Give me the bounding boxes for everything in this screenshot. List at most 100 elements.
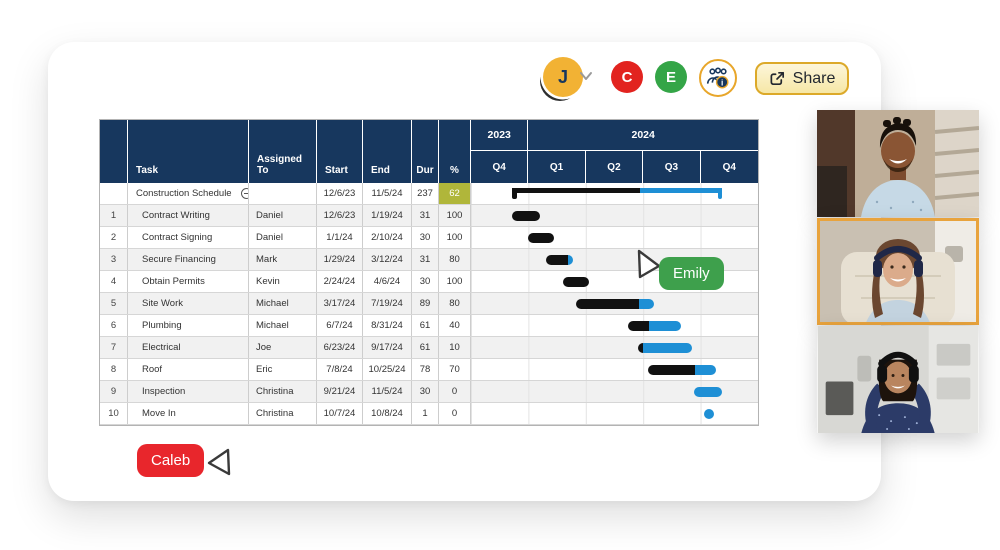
cell-gantt[interactable] xyxy=(471,359,758,380)
table-row[interactable]: 7 Electrical Joe 6/23/24 9/17/24 61 10 xyxy=(100,337,758,359)
cell-end[interactable]: 10/25/24 xyxy=(363,359,412,380)
table-row[interactable]: 2 Contract Signing Daniel 1/1/24 2/10/24… xyxy=(100,227,758,249)
cell-assigned[interactable]: Michael xyxy=(249,293,317,314)
cell-row-number[interactable]: 7 xyxy=(100,337,128,358)
header-end[interactable]: End xyxy=(363,120,412,183)
cell-percent[interactable]: 40 xyxy=(439,315,471,336)
cell-task[interactable]: Electrical xyxy=(128,337,249,358)
cell-gantt[interactable] xyxy=(471,403,758,424)
cell-task[interactable]: Contract Writing xyxy=(128,205,249,226)
cell-task[interactable]: Plumbing xyxy=(128,315,249,336)
gantt-milestone-dot[interactable] xyxy=(704,409,715,419)
cell-start[interactable]: 7/8/24 xyxy=(317,359,363,380)
cell-duration[interactable]: 89 xyxy=(412,293,439,314)
table-row[interactable]: 8 Roof Eric 7/8/24 10/25/24 78 70 xyxy=(100,359,758,381)
cell-percent[interactable]: 0 xyxy=(439,403,471,424)
cell-assigned[interactable]: Joe xyxy=(249,337,317,358)
cell-row-number[interactable]: 5 xyxy=(100,293,128,314)
table-row[interactable]: 6 Plumbing Michael 6/7/24 8/31/24 61 40 xyxy=(100,315,758,337)
cell-start[interactable]: 12/6/23 xyxy=(317,183,363,204)
video-tile-participant-2-active[interactable] xyxy=(817,218,979,325)
cell-gantt[interactable] xyxy=(471,227,758,248)
header-start[interactable]: Start xyxy=(317,120,363,183)
cell-end[interactable]: 9/17/24 xyxy=(363,337,412,358)
cell-gantt[interactable] xyxy=(471,381,758,402)
cell-duration[interactable]: 61 xyxy=(412,315,439,336)
cell-duration[interactable]: 1 xyxy=(412,403,439,424)
cell-percent[interactable]: 80 xyxy=(439,249,471,270)
cell-end[interactable]: 10/8/24 xyxy=(363,403,412,424)
cell-row-number[interactable]: 1 xyxy=(100,205,128,226)
gantt-bar[interactable] xyxy=(528,233,554,243)
cell-assigned[interactable]: Christina xyxy=(249,381,317,402)
cell-percent[interactable]: 0 xyxy=(439,381,471,402)
cell-gantt[interactable] xyxy=(471,315,758,336)
cell-task[interactable]: Move In xyxy=(128,403,249,424)
cell-assigned[interactable]: Eric xyxy=(249,359,317,380)
cell-start[interactable]: 1/1/24 xyxy=(317,227,363,248)
share-button[interactable]: Share xyxy=(755,62,849,95)
cell-end[interactable]: 8/31/24 xyxy=(363,315,412,336)
cell-task[interactable]: Roof xyxy=(128,359,249,380)
cell-row-number[interactable]: 8 xyxy=(100,359,128,380)
cell-assigned[interactable]: Christina xyxy=(249,403,317,424)
cell-start[interactable]: 1/29/24 xyxy=(317,249,363,270)
cell-assigned[interactable]: Daniel xyxy=(249,205,317,226)
cell-assigned[interactable]: Michael xyxy=(249,315,317,336)
cell-task[interactable]: Secure Financing xyxy=(128,249,249,270)
video-tile-participant-1[interactable] xyxy=(817,110,979,217)
gantt-bar[interactable] xyxy=(638,343,692,353)
table-row[interactable]: 5 Site Work Michael 3/17/24 7/19/24 89 8… xyxy=(100,293,758,315)
cell-start[interactable]: 6/23/24 xyxy=(317,337,363,358)
cell-row-number[interactable] xyxy=(100,183,128,204)
cell-duration[interactable]: 30 xyxy=(412,227,439,248)
cell-task[interactable]: Construction Schedule xyxy=(128,183,249,204)
cell-duration[interactable]: 31 xyxy=(412,205,439,226)
summary-gantt-bar[interactable] xyxy=(512,188,723,199)
header-percent[interactable]: % xyxy=(439,120,471,183)
cell-start[interactable]: 3/17/24 xyxy=(317,293,363,314)
cell-end[interactable]: 4/6/24 xyxy=(363,271,412,292)
gantt-bar[interactable] xyxy=(627,321,682,331)
cell-assigned[interactable]: Daniel xyxy=(249,227,317,248)
header-duration[interactable]: Dur xyxy=(412,120,439,183)
cell-end[interactable]: 11/5/24 xyxy=(363,381,412,402)
cell-percent[interactable]: 100 xyxy=(439,271,471,292)
cell-row-number[interactable]: 9 xyxy=(100,381,128,402)
cell-end[interactable]: 3/12/24 xyxy=(363,249,412,270)
cell-end[interactable]: 2/10/24 xyxy=(363,227,412,248)
gantt-bar[interactable] xyxy=(512,211,540,221)
cell-percent[interactable]: 80 xyxy=(439,293,471,314)
header-assigned-to[interactable]: Assigned To xyxy=(249,120,317,183)
cell-row-number[interactable]: 3 xyxy=(100,249,128,270)
cell-duration[interactable]: 78 xyxy=(412,359,439,380)
table-row[interactable]: 9 Inspection Christina 9/21/24 11/5/24 3… xyxy=(100,381,758,403)
avatar-user-e[interactable]: E xyxy=(655,61,687,93)
chevron-down-icon[interactable] xyxy=(578,69,594,83)
avatar-user-j[interactable]: J xyxy=(543,57,583,97)
cell-percent[interactable]: 62 xyxy=(439,183,471,204)
gantt-bar[interactable] xyxy=(647,365,716,375)
table-row[interactable]: 1 Contract Writing Daniel 12/6/23 1/19/2… xyxy=(100,205,758,227)
cell-duration[interactable]: 237 xyxy=(412,183,439,204)
cell-assigned[interactable]: Kevin xyxy=(249,271,317,292)
cell-duration[interactable]: 30 xyxy=(412,381,439,402)
cell-start[interactable]: 12/6/23 xyxy=(317,205,363,226)
summary-row[interactable]: Construction Schedule 12/6/23 11/5/24 23… xyxy=(100,183,758,205)
cell-end[interactable]: 1/19/24 xyxy=(363,205,412,226)
cell-end[interactable]: 11/5/24 xyxy=(363,183,412,204)
cell-start[interactable]: 2/24/24 xyxy=(317,271,363,292)
cell-duration[interactable]: 30 xyxy=(412,271,439,292)
gantt-bar[interactable] xyxy=(694,387,723,397)
cell-gantt[interactable] xyxy=(471,337,758,358)
collapse-icon[interactable] xyxy=(240,188,248,199)
collaborators-info-icon[interactable]: i xyxy=(699,59,737,97)
cell-percent[interactable]: 70 xyxy=(439,359,471,380)
cell-end[interactable]: 7/19/24 xyxy=(363,293,412,314)
table-row[interactable]: 10 Move In Christina 10/7/24 10/8/24 1 0 xyxy=(100,403,758,425)
avatar-user-c[interactable]: C xyxy=(611,61,643,93)
cell-start[interactable]: 6/7/24 xyxy=(317,315,363,336)
header-task[interactable]: Task xyxy=(128,120,249,183)
cell-row-number[interactable]: 4 xyxy=(100,271,128,292)
cell-percent[interactable]: 10 xyxy=(439,337,471,358)
